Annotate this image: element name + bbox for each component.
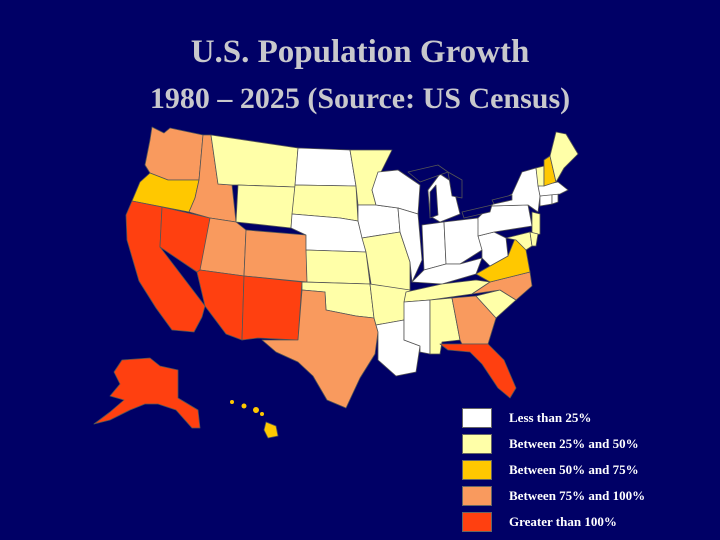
state-alaska bbox=[93, 357, 201, 429]
state-washington bbox=[144, 126, 204, 181]
state-west-virginia bbox=[477, 231, 509, 267]
state-new-york bbox=[489, 167, 541, 213]
state-new-jersey bbox=[531, 211, 541, 237]
state-rhode-island bbox=[551, 193, 559, 205]
legend-swatch bbox=[462, 486, 492, 506]
legend-item: Between 50% and 75% bbox=[462, 460, 645, 480]
title-line-1: U.S. Population Growth bbox=[190, 34, 530, 70]
state-ohio bbox=[443, 217, 483, 265]
legend-item: Less than 25% bbox=[462, 408, 645, 428]
state-hawaii bbox=[230, 400, 279, 439]
great-lakes bbox=[407, 164, 513, 219]
legend-item: Greater than 100% bbox=[462, 512, 645, 532]
legend-swatch bbox=[462, 512, 492, 532]
state-wyoming bbox=[235, 184, 296, 229]
legend-label: Between 50% and 75% bbox=[509, 462, 639, 477]
state-north-dakota bbox=[294, 147, 357, 187]
state-florida bbox=[439, 343, 517, 399]
state-maryland bbox=[505, 231, 533, 251]
legend-item: Between 25% and 50% bbox=[462, 434, 645, 454]
legend-label: Between 25% and 50% bbox=[509, 436, 639, 451]
state-colorado bbox=[243, 229, 308, 283]
legend-swatch bbox=[462, 434, 492, 454]
legend-item: Between 75% and 100% bbox=[462, 486, 645, 506]
legend-label: Between 75% and 100% bbox=[509, 488, 646, 503]
state-new-mexico bbox=[241, 275, 303, 341]
state-kansas bbox=[305, 249, 371, 285]
state-maine bbox=[549, 131, 579, 183]
title-line-2: 1980 – 2025 (Source: US Census) bbox=[149, 82, 571, 115]
state-indiana bbox=[421, 221, 447, 271]
legend-label: Greater than 100% bbox=[509, 514, 617, 529]
legend-label: Less than 25% bbox=[509, 410, 592, 425]
legend-swatch bbox=[462, 460, 492, 480]
state-kentucky bbox=[411, 257, 483, 285]
legend: Less than 25% Between 25% and 50% Betwee… bbox=[462, 408, 645, 538]
state-texas bbox=[261, 289, 379, 409]
state-montana bbox=[210, 134, 299, 188]
state-delaware bbox=[529, 231, 539, 247]
legend-swatch bbox=[462, 408, 492, 428]
